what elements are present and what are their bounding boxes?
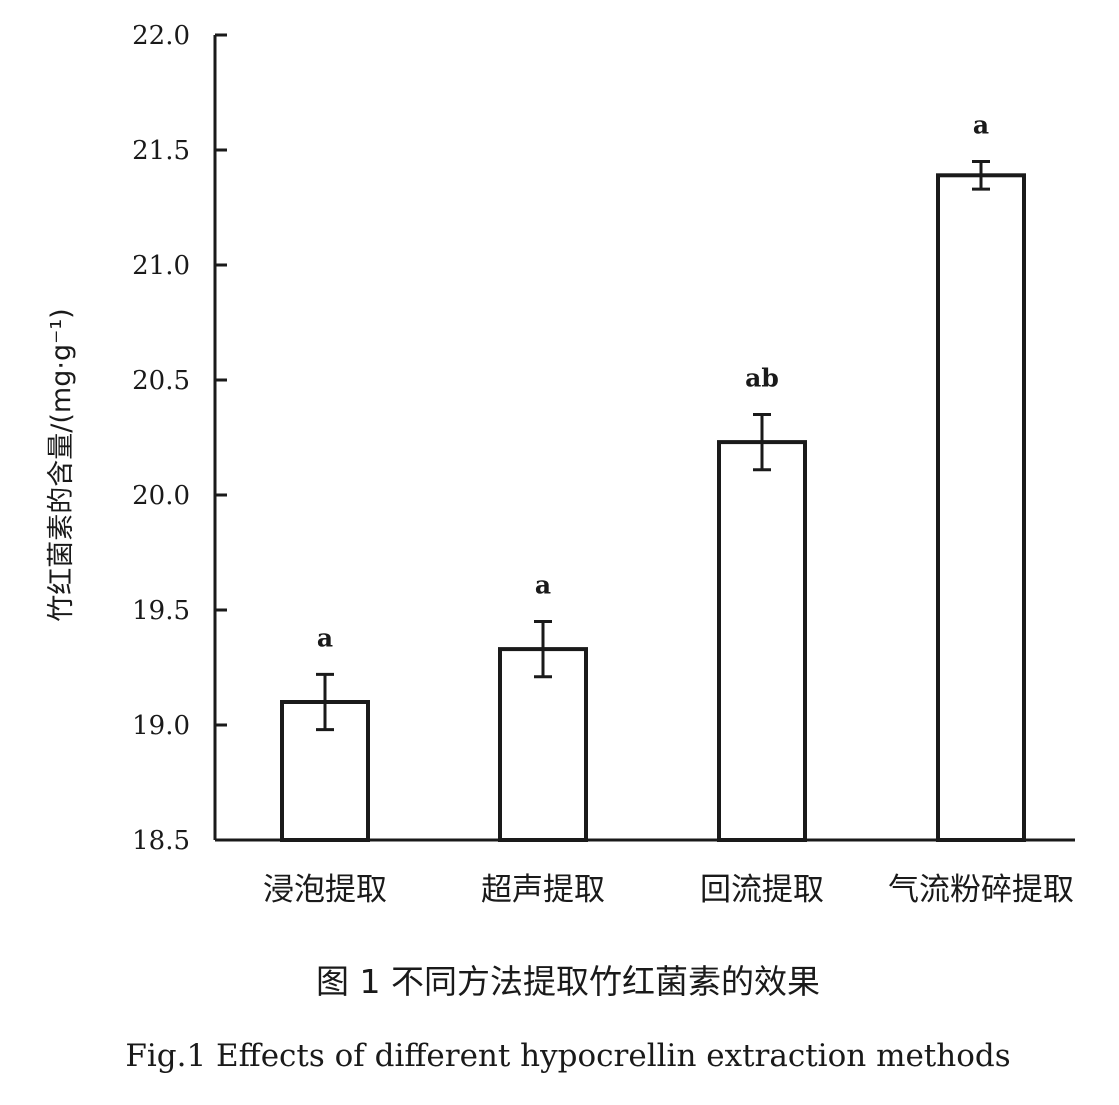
y-tick-label: 19.5 xyxy=(132,596,190,626)
y-tick-label: 22.0 xyxy=(132,21,190,51)
y-ticks: 18.5 19.0 19.5 20.0 20.5 21.0 21.5 22.0 xyxy=(132,21,227,856)
bars xyxy=(280,173,1026,843)
y-tick-label: 21.5 xyxy=(132,136,190,166)
y-tick-label: 21.0 xyxy=(132,251,190,281)
significance-label: ab xyxy=(745,364,779,393)
y-tick-label: 19.0 xyxy=(132,711,190,741)
y-axis-title: 竹红菌素的含量/(mg·g⁻¹) xyxy=(46,308,77,621)
error-bars xyxy=(316,160,990,732)
figure-caption-en: Fig.1 Effects of different hypocrellin e… xyxy=(125,1038,1010,1074)
y-tick-label: 20.5 xyxy=(132,366,190,396)
y-tick-label: 18.5 xyxy=(132,826,190,856)
figure-caption-cn: 图 1 不同方法提取竹红菌素的效果 xyxy=(316,962,820,1001)
category-label: 回流提取 xyxy=(700,872,824,908)
category-label: 气流粉碎提取 xyxy=(888,872,1074,908)
significance-label: a xyxy=(535,571,551,600)
y-tick-label: 20.0 xyxy=(132,481,190,511)
bar xyxy=(936,173,1026,843)
significance-labels: a a ab a xyxy=(317,111,989,653)
category-label: 超声提取 xyxy=(481,872,605,908)
significance-label: a xyxy=(317,623,333,652)
category-labels: 浸泡提取 超声提取 回流提取 气流粉碎提取 xyxy=(263,872,1074,908)
significance-label: a xyxy=(973,111,989,140)
bar xyxy=(717,440,807,842)
category-label: 浸泡提取 xyxy=(263,872,387,908)
